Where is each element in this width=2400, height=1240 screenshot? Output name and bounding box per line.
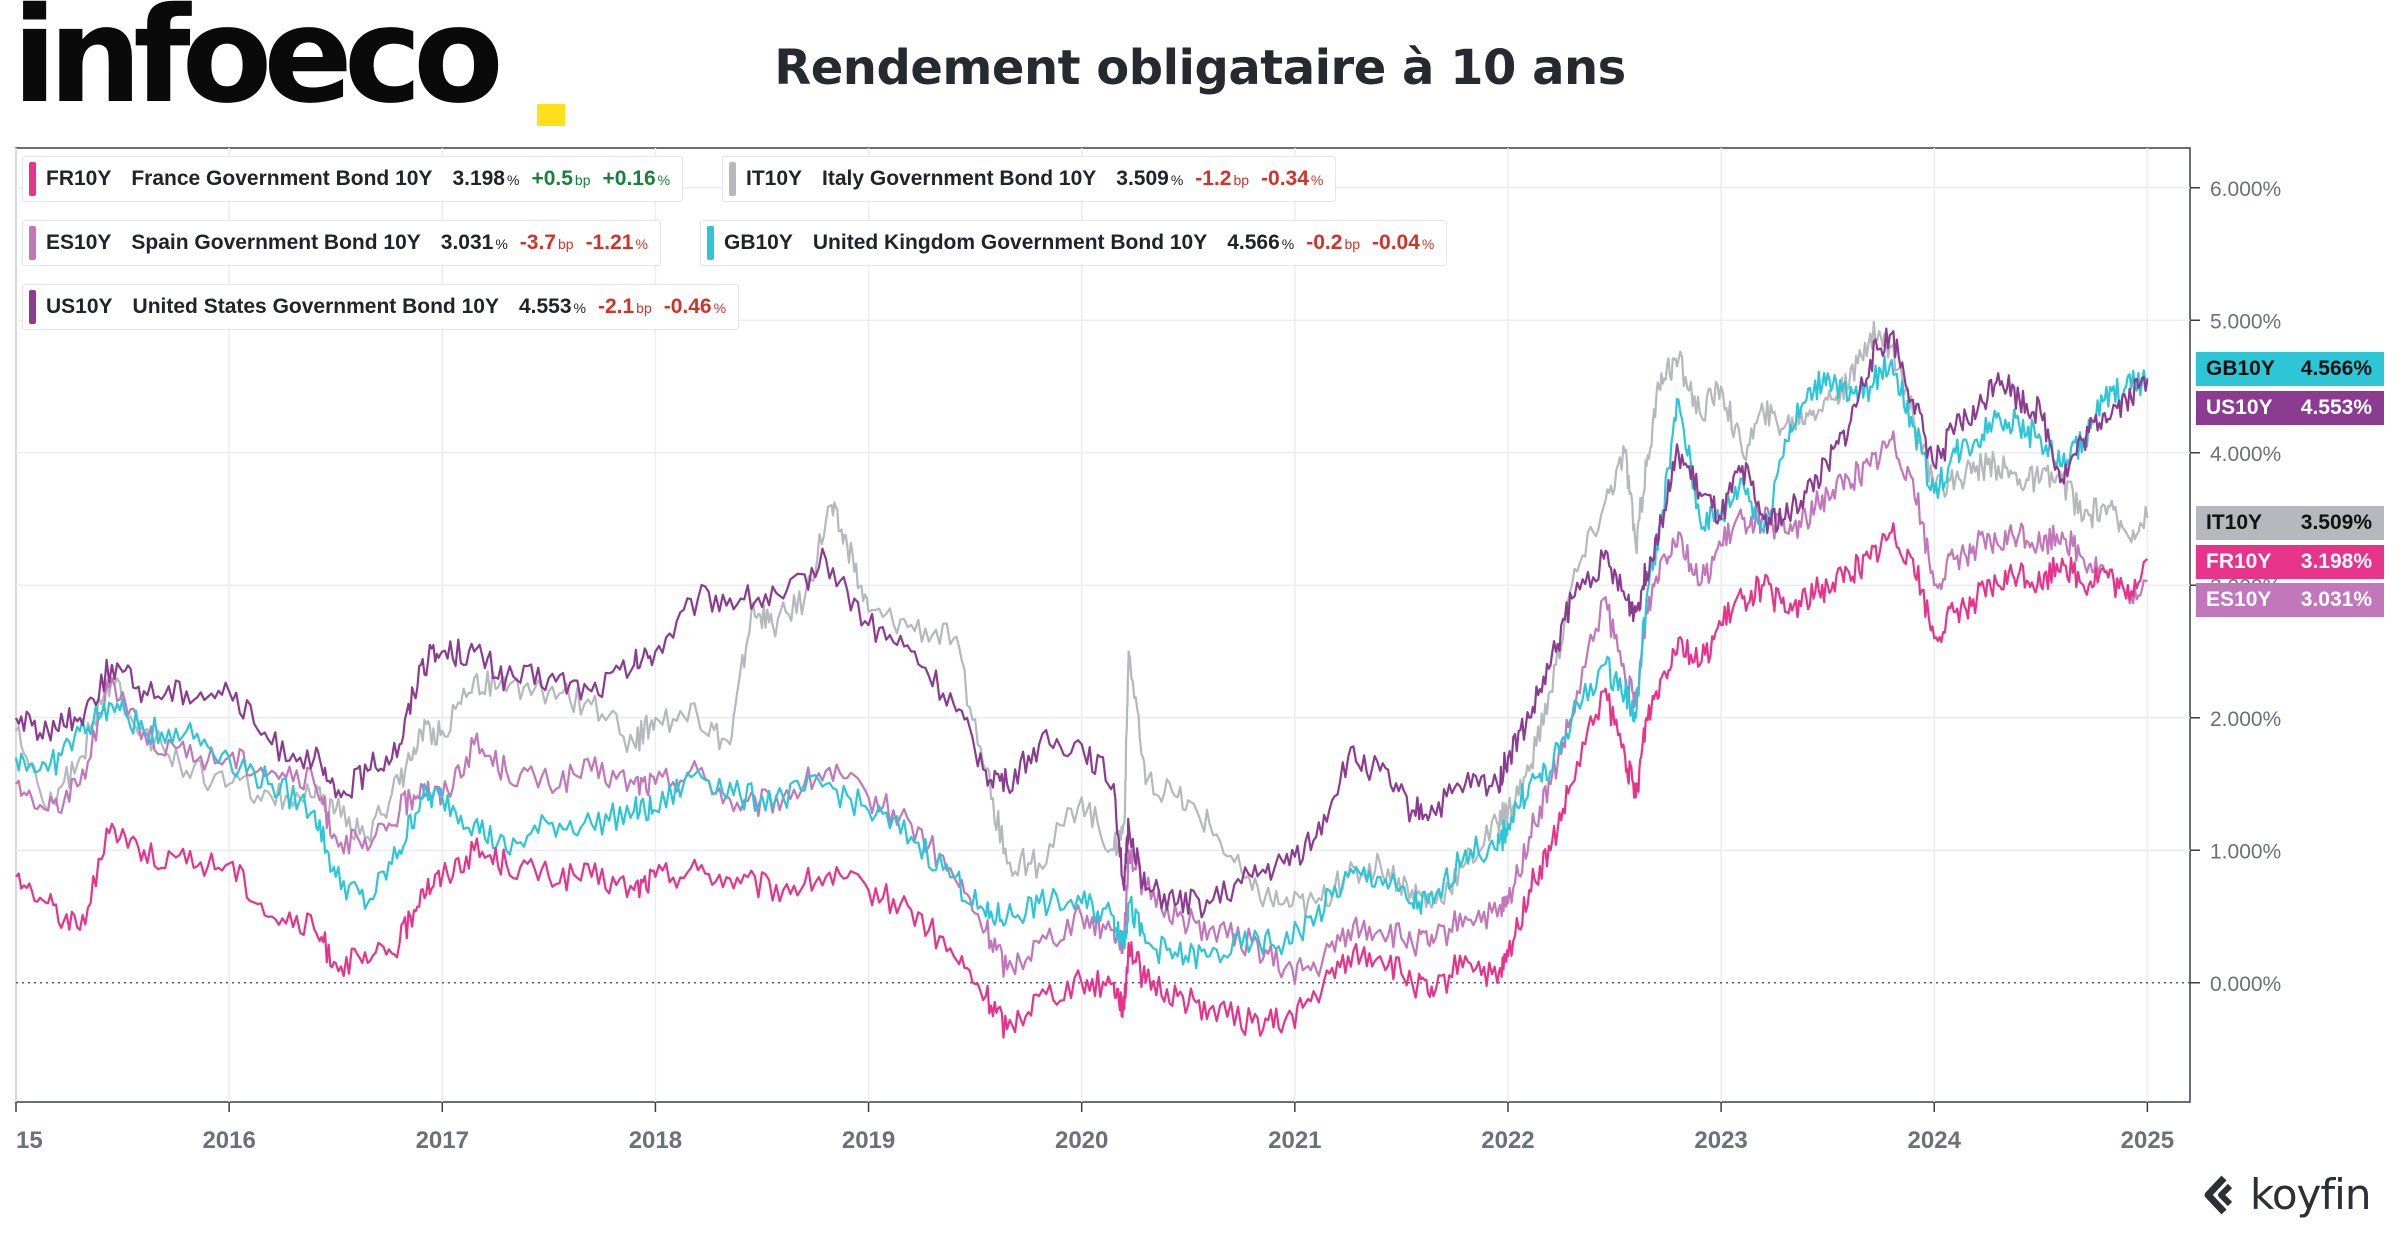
legend-change-pct: -0.46% bbox=[663, 295, 727, 318]
legend-last-value: 4.553% bbox=[518, 295, 586, 318]
end-label-value: 3.198% bbox=[2300, 550, 2372, 573]
koyfin-icon bbox=[2204, 1175, 2233, 1214]
axis-ticks: 15 2016 2017 2018 2019 2020 2021 2022 2023 2024 20… bbox=[15, 178, 2281, 1154]
end-label-code: US10Y bbox=[2206, 396, 2273, 419]
legend-last-value: 4.566% bbox=[1227, 231, 1295, 254]
end-label-code: GB10Y bbox=[2206, 357, 2275, 380]
series-line-es10y bbox=[15, 430, 2148, 986]
y-tick-label: 1.000% bbox=[2210, 840, 2281, 863]
legend-item-it10y[interactable]: IT10Y Italy Government Bond 10Y 3.509% -1.2… bbox=[722, 156, 1337, 202]
legend-change-pct: +0.16% bbox=[602, 167, 671, 190]
legend-code: GB10Y bbox=[724, 231, 793, 254]
series-line-us10y bbox=[14, 327, 2149, 919]
koyfin-text: koyfin bbox=[2250, 1170, 2371, 1219]
series-line-gb10y bbox=[14, 355, 2149, 970]
end-label-gb10y: GB10Y 4.566% bbox=[2196, 352, 2384, 386]
legend-change-bp: -0.2 bp bbox=[1306, 231, 1361, 254]
legend-code: ES10Y bbox=[46, 231, 112, 254]
x-tick-label: 2019 bbox=[842, 1127, 895, 1154]
x-tick-label: 2024 bbox=[1908, 1127, 1962, 1154]
legend-item-us10y[interactable]: US10Y United States Government Bond 10Y 4.… bbox=[22, 284, 740, 330]
legend-last-value: 3.198% bbox=[452, 167, 520, 190]
x-tick-label: 2023 bbox=[1694, 1127, 1747, 1154]
end-label-es10y: ES10Y 3.031% bbox=[2196, 583, 2384, 617]
legend-change-bp: -3.7 bp bbox=[519, 231, 574, 254]
legend-item-es10y[interactable]: ES10Y Spain Government Bond 10Y 3.031% -3.7… bbox=[22, 220, 661, 266]
legend-change-bp: -1.2 bp bbox=[1195, 167, 1250, 190]
x-tick-label: 2021 bbox=[1268, 1127, 1321, 1154]
end-label-value: 3.031% bbox=[2300, 588, 2372, 611]
end-label-it10y: IT10Y 3.509% bbox=[2196, 506, 2384, 540]
legend-series-name: United Kingdom Government Bond 10Y bbox=[812, 231, 1208, 254]
brand-logo: infoeco bbox=[12, 0, 504, 133]
x-tick-label: 2018 bbox=[629, 1127, 682, 1154]
x-tick-label: 2016 bbox=[202, 1127, 255, 1154]
end-label-code: ES10Y bbox=[2206, 588, 2272, 611]
legend-swatch bbox=[29, 226, 36, 260]
legend-change-pct: -1.21% bbox=[585, 231, 648, 254]
series-line-fr10y bbox=[15, 522, 2149, 1039]
legend-last-value: 3.031% bbox=[440, 231, 508, 254]
y-tick-label: 6.000% bbox=[2210, 178, 2281, 201]
series-line-it10y bbox=[15, 320, 2149, 917]
legend-change-pct: -0.04% bbox=[1372, 231, 1435, 254]
legend-series-name: United States Government Bond 10Y bbox=[132, 295, 499, 318]
y-tick-label: 2.000% bbox=[2210, 708, 2281, 731]
x-tick-label: 2020 bbox=[1055, 1127, 1108, 1154]
end-label-us10y: US10Y 4.553% bbox=[2196, 391, 2384, 425]
end-label-value: 4.566% bbox=[2300, 357, 2372, 380]
y-tick-label: 5.000% bbox=[2210, 310, 2281, 333]
legend-change-bp: -2.1 bp bbox=[597, 295, 652, 318]
legend-swatch bbox=[29, 162, 36, 196]
brand-dot bbox=[537, 104, 565, 126]
legend-series-name: Spain Government Bond 10Y bbox=[131, 231, 421, 254]
legend-swatch bbox=[729, 162, 736, 196]
legend-code: FR10Y bbox=[46, 167, 112, 190]
end-label-value: 4.553% bbox=[2300, 396, 2372, 419]
x-tick-label: 2022 bbox=[1481, 1127, 1534, 1154]
legend-last-value: 3.509% bbox=[1116, 167, 1184, 190]
y-tick-label: 0.000% bbox=[2210, 973, 2281, 996]
y-tick-label: 4.000% bbox=[2210, 443, 2281, 466]
legend-swatch bbox=[29, 290, 36, 324]
x-tick-label: 15 bbox=[16, 1127, 43, 1154]
end-label-value: 3.509% bbox=[2300, 511, 2372, 534]
series-lines bbox=[14, 320, 2149, 1039]
end-label-fr10y: FR10Y 3.198% bbox=[2196, 545, 2384, 579]
end-label-code: IT10Y bbox=[2206, 511, 2263, 534]
legend-code: IT10Y bbox=[746, 167, 803, 190]
legend-item-fr10y[interactable]: FR10Y France Government Bond 10Y 3.198% +0.… bbox=[22, 156, 684, 202]
legend-series-name: France Government Bond 10Y bbox=[131, 167, 433, 190]
legend-code: US10Y bbox=[46, 295, 113, 318]
koyfin-logo: koyfin bbox=[2200, 1170, 2371, 1219]
end-label-code: FR10Y bbox=[2206, 550, 2272, 573]
legend-change-bp: +0.5 bp bbox=[531, 167, 591, 190]
legend-change-pct: -0.34% bbox=[1261, 167, 1324, 190]
legend-item-gb10y[interactable]: GB10Y United Kingdom Government Bond 10Y 4… bbox=[700, 220, 1448, 266]
x-tick-label: 2025 bbox=[2121, 1127, 2174, 1154]
legend-series-name: Italy Government Bond 10Y bbox=[822, 167, 1097, 190]
x-tick-label: 2017 bbox=[416, 1127, 469, 1154]
chart-title: Rendement obligataire à 10 ans bbox=[774, 40, 1626, 96]
legend-swatch bbox=[707, 226, 714, 260]
